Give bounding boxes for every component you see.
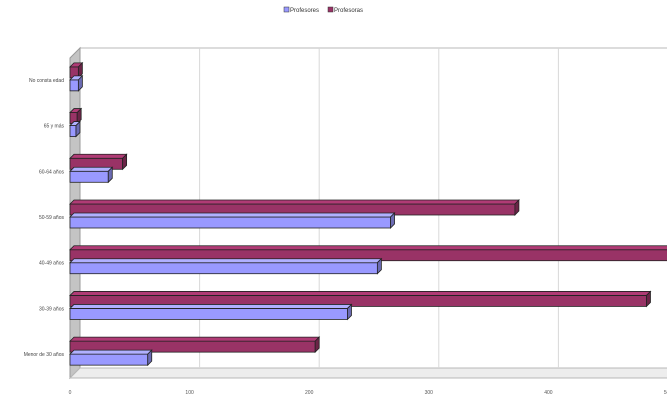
x-tick-label: 400 [544,390,553,396]
plot-area: 0 100 200 300 400 500 Menor de 30 años 30-39 añ… [24,46,667,396]
bar-profesoras [69,290,652,308]
bar-front [69,216,391,229]
bar-front [69,79,79,92]
bar-side [347,303,352,321]
bar-profesores [69,212,396,229]
category-label: 30-39 años [39,306,65,312]
bar-profesoras [69,153,128,171]
bar-front [69,170,109,183]
floor [68,367,667,379]
bar-top [69,212,396,218]
bar-top [69,336,321,342]
x-tick-label: 0 [69,390,72,396]
bar-side [646,290,651,308]
bar-side [76,107,82,125]
category-label: Menor de 30 años [24,352,65,358]
bar-top [69,245,667,251]
bar-top [69,153,128,159]
bar-top [69,291,652,296]
bar-side [77,61,83,79]
bar-profesores [69,303,353,321]
bar-side [314,336,320,354]
bar-side [147,349,153,367]
bar-top [69,349,153,355]
bar-front [69,262,378,275]
legend: Profesores Profesoras [283,6,363,14]
category-label: 60-64 años [39,169,65,175]
legend-swatch [283,6,290,13]
bar-front [69,308,348,320]
bar-side [122,153,128,171]
bar-profesoras [69,336,321,354]
x-tick-label: 100 [185,390,194,396]
x-tick-label: 300 [425,390,434,396]
bar-profesoras [69,61,84,79]
legend-label: Profesoras [334,8,363,14]
category-label: 65 y más [44,124,65,130]
bar-top [69,304,353,309]
bar-profesores [69,120,81,138]
category-label: No consta edad [29,78,64,84]
bar-profesoras [69,245,667,262]
category-label: 40-49 años [39,261,65,267]
bar-side [376,257,382,275]
bar-front [69,353,149,366]
bar-side [75,120,81,138]
bar-profesores [69,166,114,184]
x-tick-label: 200 [305,390,314,396]
category-label: 50-59 años [39,215,65,221]
bar-side [514,199,520,216]
bar-side [390,212,395,229]
bar-profesores [69,257,383,275]
bar-top [69,199,520,205]
bar-top [69,258,383,264]
bar-side [107,166,113,184]
bar-side [77,74,83,92]
legend-label: Profesores [290,8,319,14]
bar-front [69,125,77,137]
bar-profesores [69,349,153,367]
bar-top [69,166,114,172]
bar-profesoras [69,107,83,125]
bar-profesores [69,74,84,92]
x-tick-label: 500 [664,390,667,396]
legend-swatch [327,6,334,13]
